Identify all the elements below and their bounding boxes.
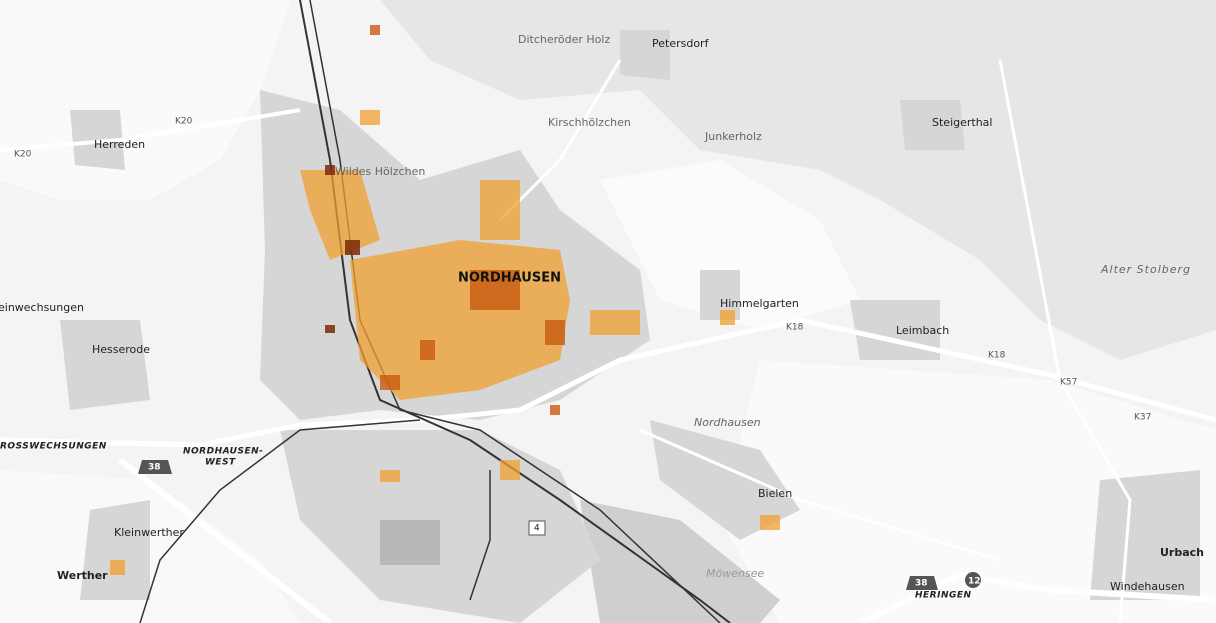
map-label: Bielen — [758, 487, 792, 500]
map-label: Urbach — [1160, 546, 1204, 559]
map-label: 4 — [534, 524, 540, 534]
map-label: NORDHAUSEN- — [183, 447, 263, 457]
map-label: Kleinwerther — [114, 526, 184, 539]
map-label: K18 — [786, 323, 804, 333]
map-label: Himmelgarten — [720, 297, 799, 310]
map-label: Steigerthal — [932, 116, 992, 129]
map-label: Ditcheröder Holz — [518, 33, 610, 46]
map-label: ROSSWECHSUNGEN — [0, 442, 107, 452]
map-label: Möwensee — [706, 567, 764, 580]
map-label: Hesserode — [92, 343, 150, 356]
map-label: WEST — [205, 458, 236, 468]
map-label: Wildes Hölzchen — [335, 165, 425, 178]
map-label: HERINGEN — [915, 591, 972, 601]
map-label: 38 — [148, 463, 161, 473]
map-label: K20 — [175, 117, 193, 127]
map-label: Kirschhölzchen — [548, 116, 631, 129]
map-label: Nordhausen — [694, 416, 761, 429]
map-label: Windehausen — [1110, 580, 1185, 593]
map-label: Herreden — [94, 138, 145, 151]
map-label: Junkerholz — [704, 130, 762, 143]
map-label: K20 — [14, 150, 32, 160]
road-shields — [138, 460, 981, 590]
labels: Ditcheröder Holz Petersdorf Herreden K20… — [0, 33, 1204, 601]
map-label: Leimbach — [896, 324, 949, 337]
map-label: einwechsungen — [0, 301, 84, 314]
map-label: Petersdorf — [652, 37, 710, 50]
map-label: Werther — [57, 569, 108, 582]
map-label: NORDHAUSEN — [458, 271, 561, 286]
map-label: K57 — [1060, 378, 1077, 388]
map-label: K18 — [988, 351, 1006, 361]
heatmap — [110, 25, 780, 575]
map-label: 12 — [968, 577, 981, 587]
map-label: 38 — [915, 579, 928, 589]
map-label: K37 — [1134, 413, 1151, 423]
map-label: Alter Stolberg — [1100, 263, 1191, 276]
